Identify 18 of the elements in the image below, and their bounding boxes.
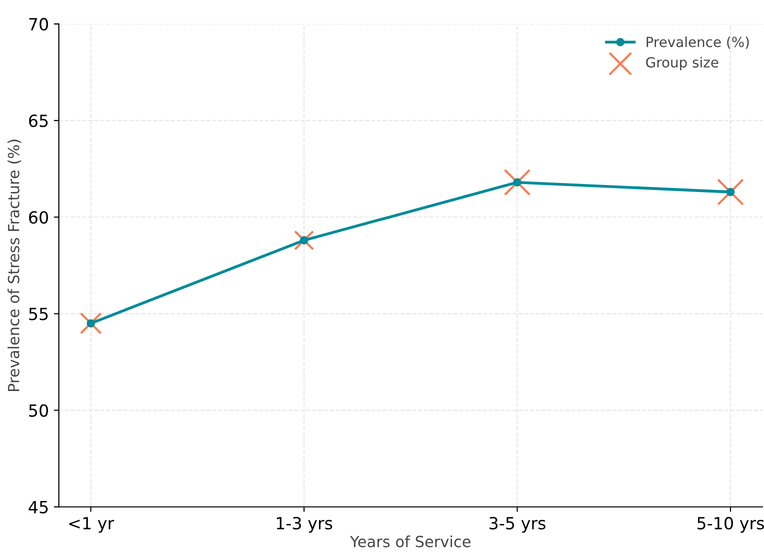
x-tick-label: 5-10 yrs [698,516,764,533]
point [726,188,735,196]
y-tick-label: 65 [29,114,48,128]
x-axis-title: Years of Service [350,536,470,548]
x-tick-label: <1 yr [69,517,114,533]
y-tick-label: 60 [29,211,48,224]
y-tick-label: 70 [29,18,48,31]
point [86,319,95,328]
x-tick-label: 3-5 yrs [490,516,546,533]
legend-label: Prevalence (%) [646,36,749,49]
x-tick-label: 1-3 yrs [276,516,332,533]
y-axis-title: Prevalence of Stress Fracture (%) [8,140,22,391]
point [300,236,308,244]
point [513,178,522,187]
y-tick-label: 55 [29,308,48,320]
legend-label: Group size [646,56,718,70]
y-tick-label: 50 [29,404,48,417]
y-tick-label: 45 [28,501,48,514]
